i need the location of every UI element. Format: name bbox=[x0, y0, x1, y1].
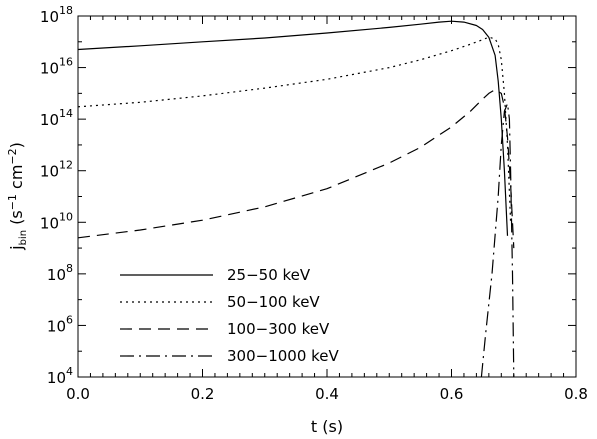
y-axis-title: jbin (s−1 cm−2) bbox=[6, 142, 29, 251]
y-axis-title-units-prefix: (s bbox=[7, 210, 26, 230]
y-tick-labels: 104 106 108 1010 1012 1014 1016 1018 bbox=[40, 4, 73, 387]
y-axis-title-exp1: −1 bbox=[6, 194, 19, 210]
y-axis-title-units-suffix: ) bbox=[7, 142, 26, 148]
y-tick-label: 108 bbox=[47, 262, 73, 284]
y-tick-label: 1018 bbox=[40, 4, 73, 26]
legend-label-4: 300−1000 keV bbox=[227, 347, 340, 365]
legend-label-3: 100−300 keV bbox=[227, 320, 330, 338]
legend: 25−50 keV 50−100 keV 100−300 keV 300−1000 k… bbox=[120, 266, 340, 365]
axis-ticks bbox=[77, 15, 577, 378]
legend-label-2: 50−100 keV bbox=[227, 293, 320, 311]
y-tick-label: 1016 bbox=[40, 56, 73, 78]
series-line-1 bbox=[78, 20, 509, 236]
x-tick-label: 0.0 bbox=[66, 385, 90, 403]
x-tick-label: 0.4 bbox=[315, 385, 339, 403]
x-tick-labels: 0.0 0.2 0.4 0.6 0.8 bbox=[66, 385, 588, 403]
y-axis-title-subscript: bin bbox=[18, 230, 29, 245]
series-lines bbox=[78, 20, 515, 377]
series-line-4 bbox=[480, 102, 515, 377]
series-line-2 bbox=[78, 36, 512, 223]
legend-label-1: 25−50 keV bbox=[227, 266, 311, 284]
y-axis-title-base: j bbox=[7, 245, 26, 250]
y-axis-title-units-mid: cm bbox=[7, 165, 26, 194]
y-axis-title-exp2: −2 bbox=[6, 148, 19, 164]
y-tick-label: 1014 bbox=[40, 107, 73, 129]
x-axis-title: t (s) bbox=[311, 417, 343, 436]
x-tick-label: 0.2 bbox=[191, 385, 215, 403]
x-tick-label: 0.8 bbox=[564, 385, 588, 403]
y-tick-label: 1012 bbox=[40, 159, 73, 181]
series-line-3 bbox=[78, 88, 515, 249]
y-tick-label: 1010 bbox=[40, 210, 73, 232]
x-tick-label: 0.6 bbox=[440, 385, 464, 403]
y-tick-label: 104 bbox=[47, 365, 73, 387]
y-tick-label: 106 bbox=[47, 313, 73, 335]
